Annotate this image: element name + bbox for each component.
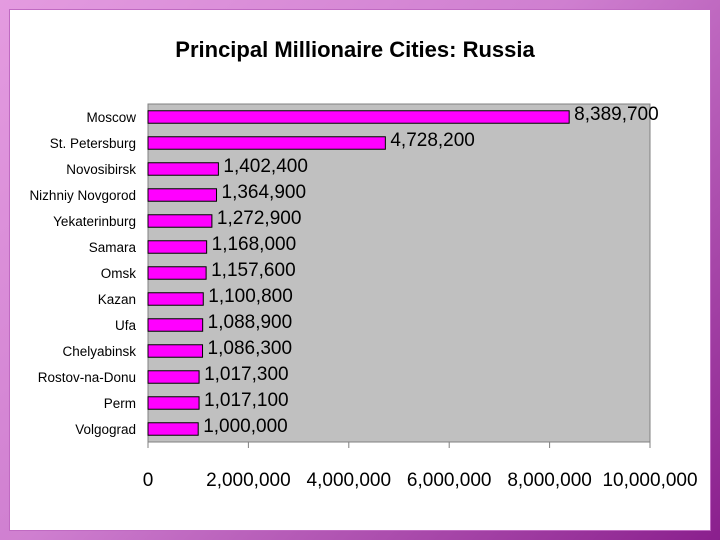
slide: Principal Millionaire Cities: Russia Mos… xyxy=(10,10,710,530)
bar-4 xyxy=(147,214,213,228)
bar-8 xyxy=(147,318,204,332)
y-tick-label-4: Yekaterinburg xyxy=(53,214,136,229)
bar-3 xyxy=(147,188,218,202)
y-tick-label-3: Nizhniy Novgorod xyxy=(29,188,136,203)
data-label-9: 1,086,300 xyxy=(208,338,293,359)
y-tick-label-10: Rostov-na-Donu xyxy=(38,370,136,385)
bar-7 xyxy=(147,292,204,306)
data-label-4: 1,272,900 xyxy=(217,208,302,229)
y-tick-label-2: Novosibirsk xyxy=(66,162,136,177)
bar-9 xyxy=(147,344,204,358)
chart-title: Principal Millionaire Cities: Russia xyxy=(175,37,535,62)
bar-6 xyxy=(147,266,207,280)
x-tick-label-5: 10,000,000 xyxy=(602,470,697,491)
y-tick-label-12: Volgograd xyxy=(75,422,136,437)
x-tick-label-2: 4,000,000 xyxy=(307,470,392,491)
y-tick-label-8: Ufa xyxy=(115,318,137,333)
y-tick-label-5: Samara xyxy=(89,240,137,255)
data-label-8: 1,088,900 xyxy=(208,312,293,333)
data-label-3: 1,364,900 xyxy=(222,182,307,203)
bar-1 xyxy=(147,136,386,150)
bar-10 xyxy=(147,370,200,384)
y-tick-label-0: Moscow xyxy=(86,110,136,125)
data-label-5: 1,168,000 xyxy=(212,234,297,255)
data-label-6: 1,157,600 xyxy=(211,260,296,281)
bar-5 xyxy=(147,240,208,254)
y-tick-label-7: Kazan xyxy=(98,292,136,307)
y-tick-label-9: Chelyabinsk xyxy=(62,344,136,359)
bar-chart: Principal Millionaire Cities: Russia Mos… xyxy=(29,37,698,491)
data-label-10: 1,017,300 xyxy=(204,364,289,385)
data-label-7: 1,100,800 xyxy=(208,286,293,307)
plot-area xyxy=(147,103,651,443)
y-axis-labels: Moscow St. Petersburg Novosibirsk Nizhniy N… xyxy=(29,110,136,437)
bar-12 xyxy=(147,422,199,436)
bar-2 xyxy=(147,162,219,176)
data-label-11: 1,017,100 xyxy=(204,390,289,411)
y-tick-label-1: St. Petersburg xyxy=(50,136,136,151)
data-labels-group: 8,389,700 4,728,200 1,402,400 1,364,900 1,27… xyxy=(203,104,658,437)
x-tick-label-4: 8,000,000 xyxy=(507,470,592,491)
data-label-12: 1,000,000 xyxy=(203,416,288,437)
x-tick-label-3: 6,000,000 xyxy=(407,470,492,491)
x-tick-label-1: 2,000,000 xyxy=(206,470,291,491)
data-label-1: 4,728,200 xyxy=(390,130,475,151)
y-tick-label-11: Perm xyxy=(104,396,136,411)
x-axis: 0 2,000,000 4,000,000 6,000,000 8,000,000 10,… xyxy=(143,442,698,491)
y-tick-label-6: Omsk xyxy=(101,266,136,281)
bars-group xyxy=(147,110,570,436)
x-tick-label-0: 0 xyxy=(143,470,154,491)
bar-0 xyxy=(147,110,570,124)
bar-11 xyxy=(147,396,200,410)
data-label-0: 8,389,700 xyxy=(574,104,659,125)
data-label-2: 1,402,400 xyxy=(223,156,308,177)
